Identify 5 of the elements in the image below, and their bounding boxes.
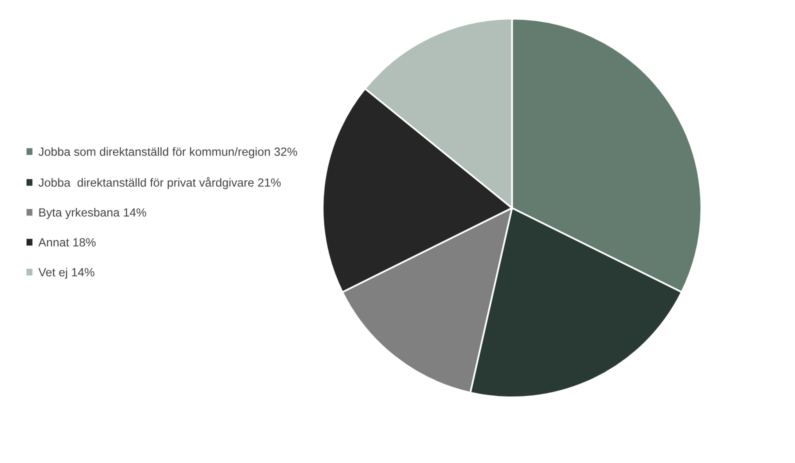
legend-label: Byta yrkesbana 14% — [39, 208, 146, 219]
legend-label: Jobba som direktanställd för kommun/region 32% — [38, 147, 298, 158]
legend-label: Vet ej 14% — [38, 268, 94, 279]
legend-label: Annat 18% — [38, 238, 96, 247]
legend-label: Jobba direktanställd för privat vårdgivare 21% — [38, 177, 281, 190]
